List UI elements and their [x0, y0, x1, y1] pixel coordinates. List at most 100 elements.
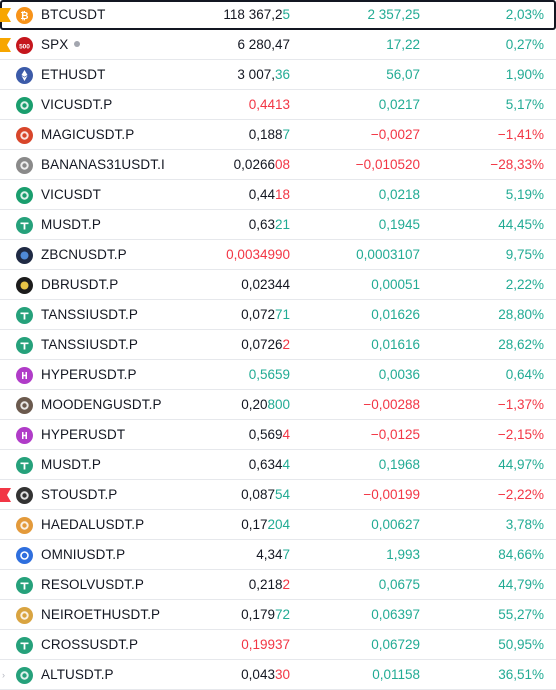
watchlist-row[interactable]: RESOLVUSDT.P 0,2182 0,0675 44,79%: [0, 570, 556, 600]
banana-coin-icon: [16, 157, 33, 174]
last-price-main: 0,44: [248, 187, 275, 202]
percent-change: −1,41%: [497, 127, 544, 142]
watchlist-row[interactable]: 500 SPX 6 280,47 17,22 0,27%: [0, 30, 556, 60]
last-price-tail: 54: [274, 487, 290, 502]
last-price-main: 0,218: [248, 577, 283, 592]
watchlist-row[interactable]: HAEDALUSDT.P 0,17204 0,00627 3,78%: [0, 510, 556, 540]
watchlist-row[interactable]: ETHUSDT 3 007,36 56,07 1,90%: [0, 60, 556, 90]
price-change: −0,0027: [370, 127, 420, 142]
price-change: −0,00199: [363, 487, 420, 502]
flag-icon[interactable]: [0, 38, 11, 52]
last-price: 0,0034990: [226, 247, 290, 262]
last-price-main: 0,188: [248, 127, 283, 142]
watchlist-row[interactable]: HYPERUSDT 0,5694 −0,0125 −2,15%: [0, 420, 556, 450]
symbol-label: BANANAS31USDT.I: [41, 157, 165, 172]
percent-change: −2,22%: [497, 487, 544, 502]
symbol-label: DBRUSDT.P: [41, 277, 119, 292]
tether-icon: [16, 307, 33, 324]
symbol-name: MAGICUSDT.P: [41, 127, 134, 142]
watchlist-row[interactable]: NEIROETHUSDT.P 0,17972 0,06397 55,27%: [0, 600, 556, 630]
last-price: 0,08754: [241, 487, 290, 502]
last-price-tail: 21: [274, 217, 290, 232]
sto-coin-icon: [16, 487, 33, 504]
symbol-name: STOUSDT.P: [41, 487, 117, 502]
symbol-name: TANSSIUSDT.P: [41, 307, 138, 322]
symbol-label: TANSSIUSDT.P: [41, 307, 138, 322]
tether-icon: [16, 337, 33, 354]
watchlist-row[interactable]: ZBCNUSDT.P 0,0034990 0,0003107 9,75%: [0, 240, 556, 270]
last-price: 0,02344: [241, 277, 290, 292]
vic-coin-icon: [16, 97, 33, 114]
last-price: 0,17204: [241, 517, 290, 532]
symbol-name: MUSDT.P: [41, 457, 101, 472]
last-price-main: 0,569: [248, 427, 283, 442]
percent-change: 2,22%: [505, 277, 544, 292]
price-change: 1,993: [386, 547, 420, 562]
symbol-name: HYPERUSDT: [41, 427, 125, 442]
percent-change: 36,51%: [498, 667, 544, 682]
symbol-label: CROSSUSDT.P: [41, 637, 139, 652]
price-change: 0,0036: [378, 367, 420, 382]
price-change: 17,22: [386, 37, 420, 52]
price-change: −0,00288: [363, 397, 420, 412]
last-price-tail: 2: [282, 577, 290, 592]
watchlist-row[interactable]: BANANAS31USDT.I 0,026608 −0,010520 −28,33%: [0, 150, 556, 180]
watchlist-row[interactable]: VICUSDT 0,4418 0,0218 5,19%: [0, 180, 556, 210]
symbol-label: BTCUSDT: [41, 7, 106, 22]
percent-change: 5,19%: [505, 187, 544, 202]
tether-icon: [16, 637, 33, 654]
alt-coin-icon: [16, 667, 33, 684]
symbol-label: RESOLVUSDT.P: [41, 577, 144, 592]
watchlist-row[interactable]: MUSDT.P 0,6321 0,1945 44,45%: [0, 210, 556, 240]
watchlist-row[interactable]: ₿ BTCUSDT 118 367,25 2 357,25 2,03%: [0, 0, 556, 30]
watchlist-row[interactable]: STOUSDT.P 0,08754 −0,00199 −2,22%: [0, 480, 556, 510]
last-price-tail: 2: [282, 337, 290, 352]
watchlist-row[interactable]: TANSSIUSDT.P 0,07262 0,01616 28,62%: [0, 330, 556, 360]
hyper-coin-icon: [16, 367, 33, 384]
watchlist-row[interactable]: VICUSDT.P 0,4413 0,0217 5,17%: [0, 90, 556, 120]
last-price: 6 280,47: [237, 37, 290, 52]
flag-icon[interactable]: [0, 8, 11, 22]
collapse-handle-icon[interactable]: ›: [2, 670, 5, 680]
watchlist-row[interactable]: OMNIUSDT.P 4,347 1,993 84,66%: [0, 540, 556, 570]
price-change: 2 357,25: [367, 7, 420, 22]
watchlist-row[interactable]: ALTUSDT.P 0,04330 0,01158 36,51%: [0, 660, 556, 690]
symbol-label: MOODENGUSDT.P: [41, 397, 162, 412]
watchlist-row[interactable]: MOODENGUSDT.P 0,20800 −0,00288 −1,37%: [0, 390, 556, 420]
watchlist-row[interactable]: CROSSUSDT.P 0,19937 0,06729 50,95%: [0, 630, 556, 660]
last-price: 3 007,36: [237, 67, 290, 82]
last-price: 0,4418: [249, 187, 290, 202]
last-price-main: 0,02344: [241, 277, 290, 292]
symbol-name: DBRUSDT.P: [41, 277, 118, 292]
last-price: 0,6321: [249, 217, 290, 232]
symbol-name: BTCUSDT: [41, 7, 105, 22]
sp500-icon: 500: [16, 37, 33, 54]
symbol-label: ETHUSDT: [41, 67, 106, 82]
symbol-name: CROSSUSDT.P: [41, 637, 138, 652]
flag-icon[interactable]: [0, 488, 11, 502]
last-price-main: 0,4413: [248, 97, 290, 112]
sp500-icon-label: 500: [19, 43, 30, 50]
price-change: −0,0125: [370, 427, 420, 442]
watchlist-row[interactable]: MUSDT.P 0,6344 0,1968 44,97%: [0, 450, 556, 480]
watchlist-row[interactable]: TANSSIUSDT.P 0,07271 0,01626 28,80%: [0, 300, 556, 330]
bitcoin-icon: ₿: [16, 7, 33, 24]
percent-change: 84,66%: [498, 547, 544, 562]
last-price-tail: 5: [282, 7, 290, 22]
last-price: 0,19937: [241, 637, 290, 652]
last-price-tail: 72: [274, 607, 290, 622]
percent-change: −1,37%: [497, 397, 544, 412]
watchlist-row[interactable]: HYPERUSDT.P 0,5659 0,0036 0,64%: [0, 360, 556, 390]
tether-icon: [16, 457, 33, 474]
watchlist-row[interactable]: DBRUSDT.P 0,02344 0,00051 2,22%: [0, 270, 556, 300]
symbol-label: VICUSDT.P: [41, 97, 113, 112]
watchlist-row[interactable]: MAGICUSDT.P 0,1887 −0,0027 −1,41%: [0, 120, 556, 150]
price-change: 0,00051: [371, 277, 420, 292]
percent-change: 1,90%: [505, 67, 544, 82]
last-price-tail: 30: [274, 667, 290, 682]
last-price: 0,4413: [249, 97, 290, 112]
symbol-label: MUSDT.P: [41, 217, 101, 232]
last-price-main: 0,087: [241, 487, 275, 502]
zbcn-coin-icon: [16, 247, 33, 264]
